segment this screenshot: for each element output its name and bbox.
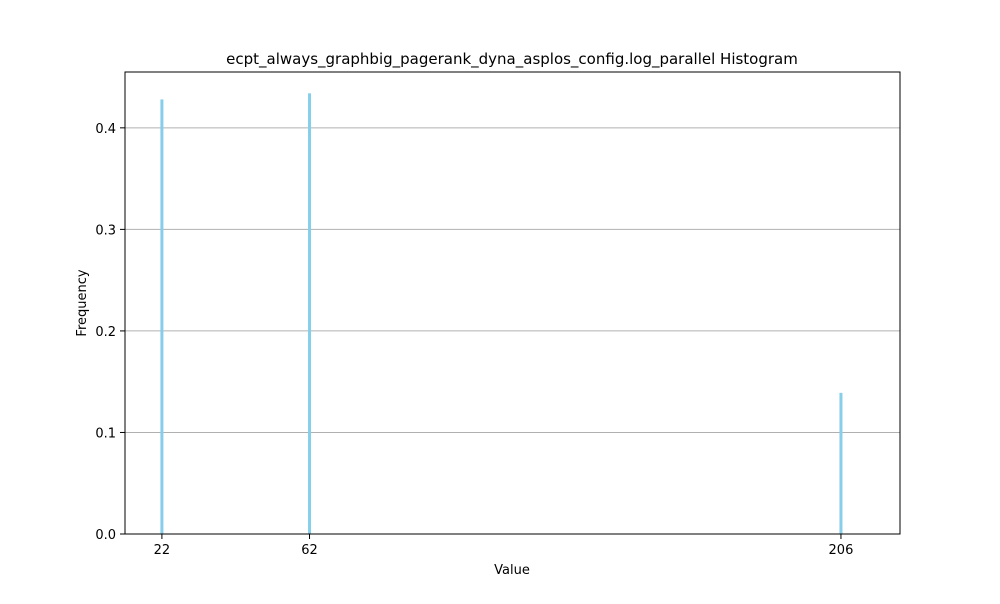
- y-tick-label-3: 0.3: [95, 223, 116, 238]
- bar-0: [160, 99, 164, 535]
- chart-title: ecpt_always_graphbig_pagerank_dyna_asplo…: [226, 50, 798, 69]
- x-axis-ticks: 22 62 206: [154, 534, 854, 558]
- bars: [160, 93, 843, 535]
- y-axis-label: Frequency: [75, 269, 90, 336]
- x-tick-label-2: 206: [829, 543, 854, 558]
- y-tick-label-2: 0.2: [95, 325, 116, 340]
- y-tick-label-4: 0.4: [95, 122, 116, 137]
- bar-1: [308, 93, 312, 535]
- plot-frame: [124, 71, 901, 535]
- y-tick-label-1: 0.1: [95, 426, 116, 441]
- y-axis-ticks: 0.0 0.1 0.2 0.3 0.4: [95, 122, 125, 543]
- x-tick-label-1: 62: [301, 543, 318, 558]
- x-tick-label-0: 22: [154, 543, 171, 558]
- x-axis-label: Value: [494, 563, 530, 578]
- y-tick-label-0: 0.0: [95, 528, 116, 543]
- grid-lines: [125, 127, 900, 433]
- bar-2: [839, 392, 843, 534]
